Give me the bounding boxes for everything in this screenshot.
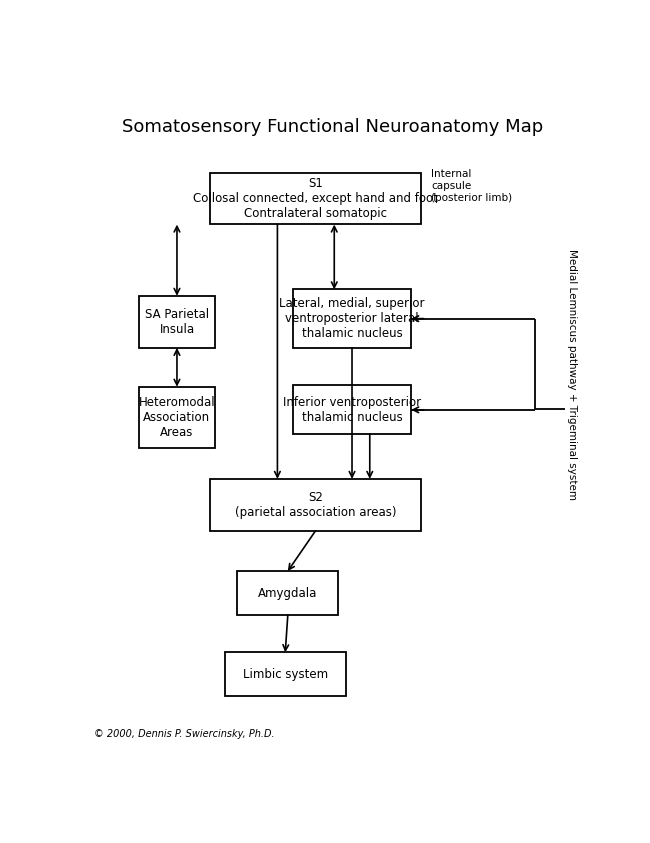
- Text: Lateral, medial, superior
ventroposterior lateral
thalamic nucleus: Lateral, medial, superior ventroposterio…: [280, 297, 424, 340]
- Text: SA Parietal
Insula: SA Parietal Insula: [145, 308, 209, 336]
- FancyBboxPatch shape: [139, 296, 214, 348]
- Text: Limbic system: Limbic system: [242, 668, 328, 681]
- FancyBboxPatch shape: [139, 387, 214, 448]
- Text: Internal
capsule
(posterior limb): Internal capsule (posterior limb): [432, 169, 512, 202]
- FancyBboxPatch shape: [292, 289, 411, 348]
- Text: Somatosensory Functional Neuroanatomy Map: Somatosensory Functional Neuroanatomy Ma…: [122, 118, 544, 136]
- FancyBboxPatch shape: [225, 652, 346, 696]
- FancyBboxPatch shape: [237, 571, 338, 615]
- FancyBboxPatch shape: [210, 173, 421, 224]
- Text: Medial Lemniscus pathway + Trigeminal system: Medial Lemniscus pathway + Trigeminal sy…: [567, 250, 577, 501]
- FancyBboxPatch shape: [292, 385, 411, 434]
- Text: S2
(parietal association areas): S2 (parietal association areas): [235, 491, 396, 519]
- Text: S1
Collosal connected, except hand and foot
Contralateral somatopic: S1 Collosal connected, except hand and f…: [193, 177, 438, 220]
- Text: Heteromodal
Association
Areas: Heteromodal Association Areas: [138, 396, 215, 439]
- Text: © 2000, Dennis P. Swiercinsky, Ph.D.: © 2000, Dennis P. Swiercinsky, Ph.D.: [94, 728, 274, 738]
- Text: Amygdala: Amygdala: [258, 587, 317, 599]
- Text: Inferior ventroposterior
thalamic nucleus: Inferior ventroposterior thalamic nucleu…: [283, 396, 421, 424]
- FancyBboxPatch shape: [210, 479, 421, 531]
